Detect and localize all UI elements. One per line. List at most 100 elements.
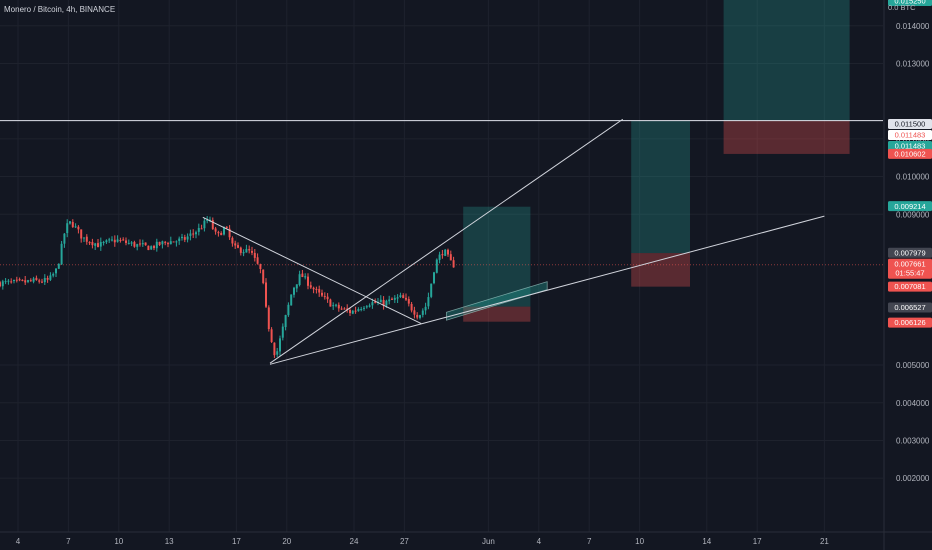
candle-body — [15, 279, 18, 281]
candle-body — [441, 254, 444, 256]
candle-body — [136, 244, 139, 247]
candle-body — [69, 221, 71, 224]
candle-body — [141, 243, 144, 245]
price-tag — [888, 201, 932, 212]
candle-body — [192, 233, 195, 235]
candle-body — [270, 329, 273, 342]
candle-body — [38, 280, 41, 282]
candle-body — [147, 245, 150, 251]
candle-body — [251, 250, 253, 253]
candle-body — [329, 299, 332, 307]
trend-line[interactable] — [269, 118, 624, 364]
candle-body — [276, 351, 279, 355]
price-tags-layer: 0.0152500.0115000.0114830.0114830.010602… — [888, 0, 932, 328]
price-tag — [888, 258, 932, 279]
price-tag — [888, 247, 932, 258]
candle-body — [340, 308, 343, 310]
candle-body — [4, 281, 7, 283]
candle-body — [413, 310, 416, 315]
candle-body — [21, 279, 24, 281]
candle-body — [318, 289, 321, 293]
candle-body — [211, 220, 214, 229]
candle-body — [301, 273, 304, 278]
horizontal-lines-layer[interactable] — [0, 120, 883, 266]
price-tag — [888, 119, 932, 129]
candle-body — [388, 299, 391, 302]
position-stop-zone[interactable] — [723, 120, 850, 154]
y-tick-label: 0.003000 — [896, 436, 930, 445]
candle-body — [85, 236, 88, 242]
candle-body — [315, 288, 318, 290]
candle-body — [206, 219, 209, 221]
x-tick-label: 4 — [16, 537, 21, 546]
candle-body — [18, 279, 21, 281]
x-tick-label: 17 — [232, 537, 241, 546]
candle-body — [379, 299, 382, 303]
price-tag — [888, 302, 932, 313]
candle-body — [360, 309, 363, 311]
candle-body — [349, 309, 351, 314]
candle-body — [365, 306, 368, 308]
candle-body — [304, 276, 307, 278]
y-tick-label: 0.009000 — [896, 210, 930, 219]
candle-body — [125, 240, 127, 243]
x-tick-label: 10 — [635, 537, 644, 546]
candle-body — [248, 249, 251, 251]
candle-body — [371, 302, 374, 306]
candle-body — [284, 315, 287, 328]
position-target-zone[interactable] — [631, 120, 690, 254]
candle-body — [323, 296, 326, 298]
candle-body — [391, 298, 393, 300]
x-tick-label: 10 — [114, 537, 123, 546]
position-target-zone[interactable] — [723, 0, 850, 121]
candle-body — [217, 232, 220, 234]
candle-body — [63, 233, 66, 244]
candle-body — [94, 243, 97, 246]
x-tick-label: 20 — [282, 537, 291, 546]
candle-body — [77, 226, 80, 230]
candle-body — [80, 229, 83, 239]
candle-body — [150, 246, 153, 250]
candle-body — [49, 275, 52, 280]
candle-body — [60, 243, 63, 265]
candle-body — [396, 297, 399, 299]
candle-body — [35, 277, 38, 281]
candle-body — [239, 247, 242, 253]
x-tick-label: 21 — [820, 537, 829, 546]
x-tick-label: 4 — [537, 537, 542, 546]
x-axis[interactable]: 4 7 10 13 17 20 24 27 Jun 4 7 10 14 17 21 — [16, 537, 830, 546]
y-tick-label: 0.005000 — [896, 361, 930, 370]
candle-body — [181, 236, 183, 239]
candle-body — [27, 280, 29, 282]
candle-body — [29, 280, 32, 282]
positions-layer[interactable] — [445, 0, 850, 322]
candle-body — [55, 268, 57, 274]
candle-body — [416, 314, 419, 318]
candle-body — [447, 249, 449, 255]
x-tick-label: 24 — [350, 537, 359, 546]
candle-body — [167, 243, 169, 245]
candle-body — [259, 264, 262, 269]
candle-body — [438, 254, 441, 260]
candle-body — [419, 315, 421, 318]
trend-line[interactable] — [269, 215, 825, 365]
trend-line[interactable] — [202, 216, 422, 325]
candle-body — [127, 242, 130, 244]
candle-body — [298, 274, 301, 285]
candle-body — [332, 305, 335, 307]
candle-body — [197, 227, 200, 232]
candle-body — [307, 276, 309, 286]
candle-body — [309, 285, 312, 288]
candle-body — [335, 304, 337, 306]
position-stop-zone[interactable] — [631, 253, 690, 287]
candle-body — [0, 282, 1, 287]
trend-lines-layer[interactable] — [202, 118, 825, 365]
candle-body — [7, 280, 10, 282]
candle-body — [321, 292, 323, 296]
candle-body — [164, 241, 167, 243]
candle-body — [122, 239, 125, 241]
candle-body — [24, 280, 27, 283]
